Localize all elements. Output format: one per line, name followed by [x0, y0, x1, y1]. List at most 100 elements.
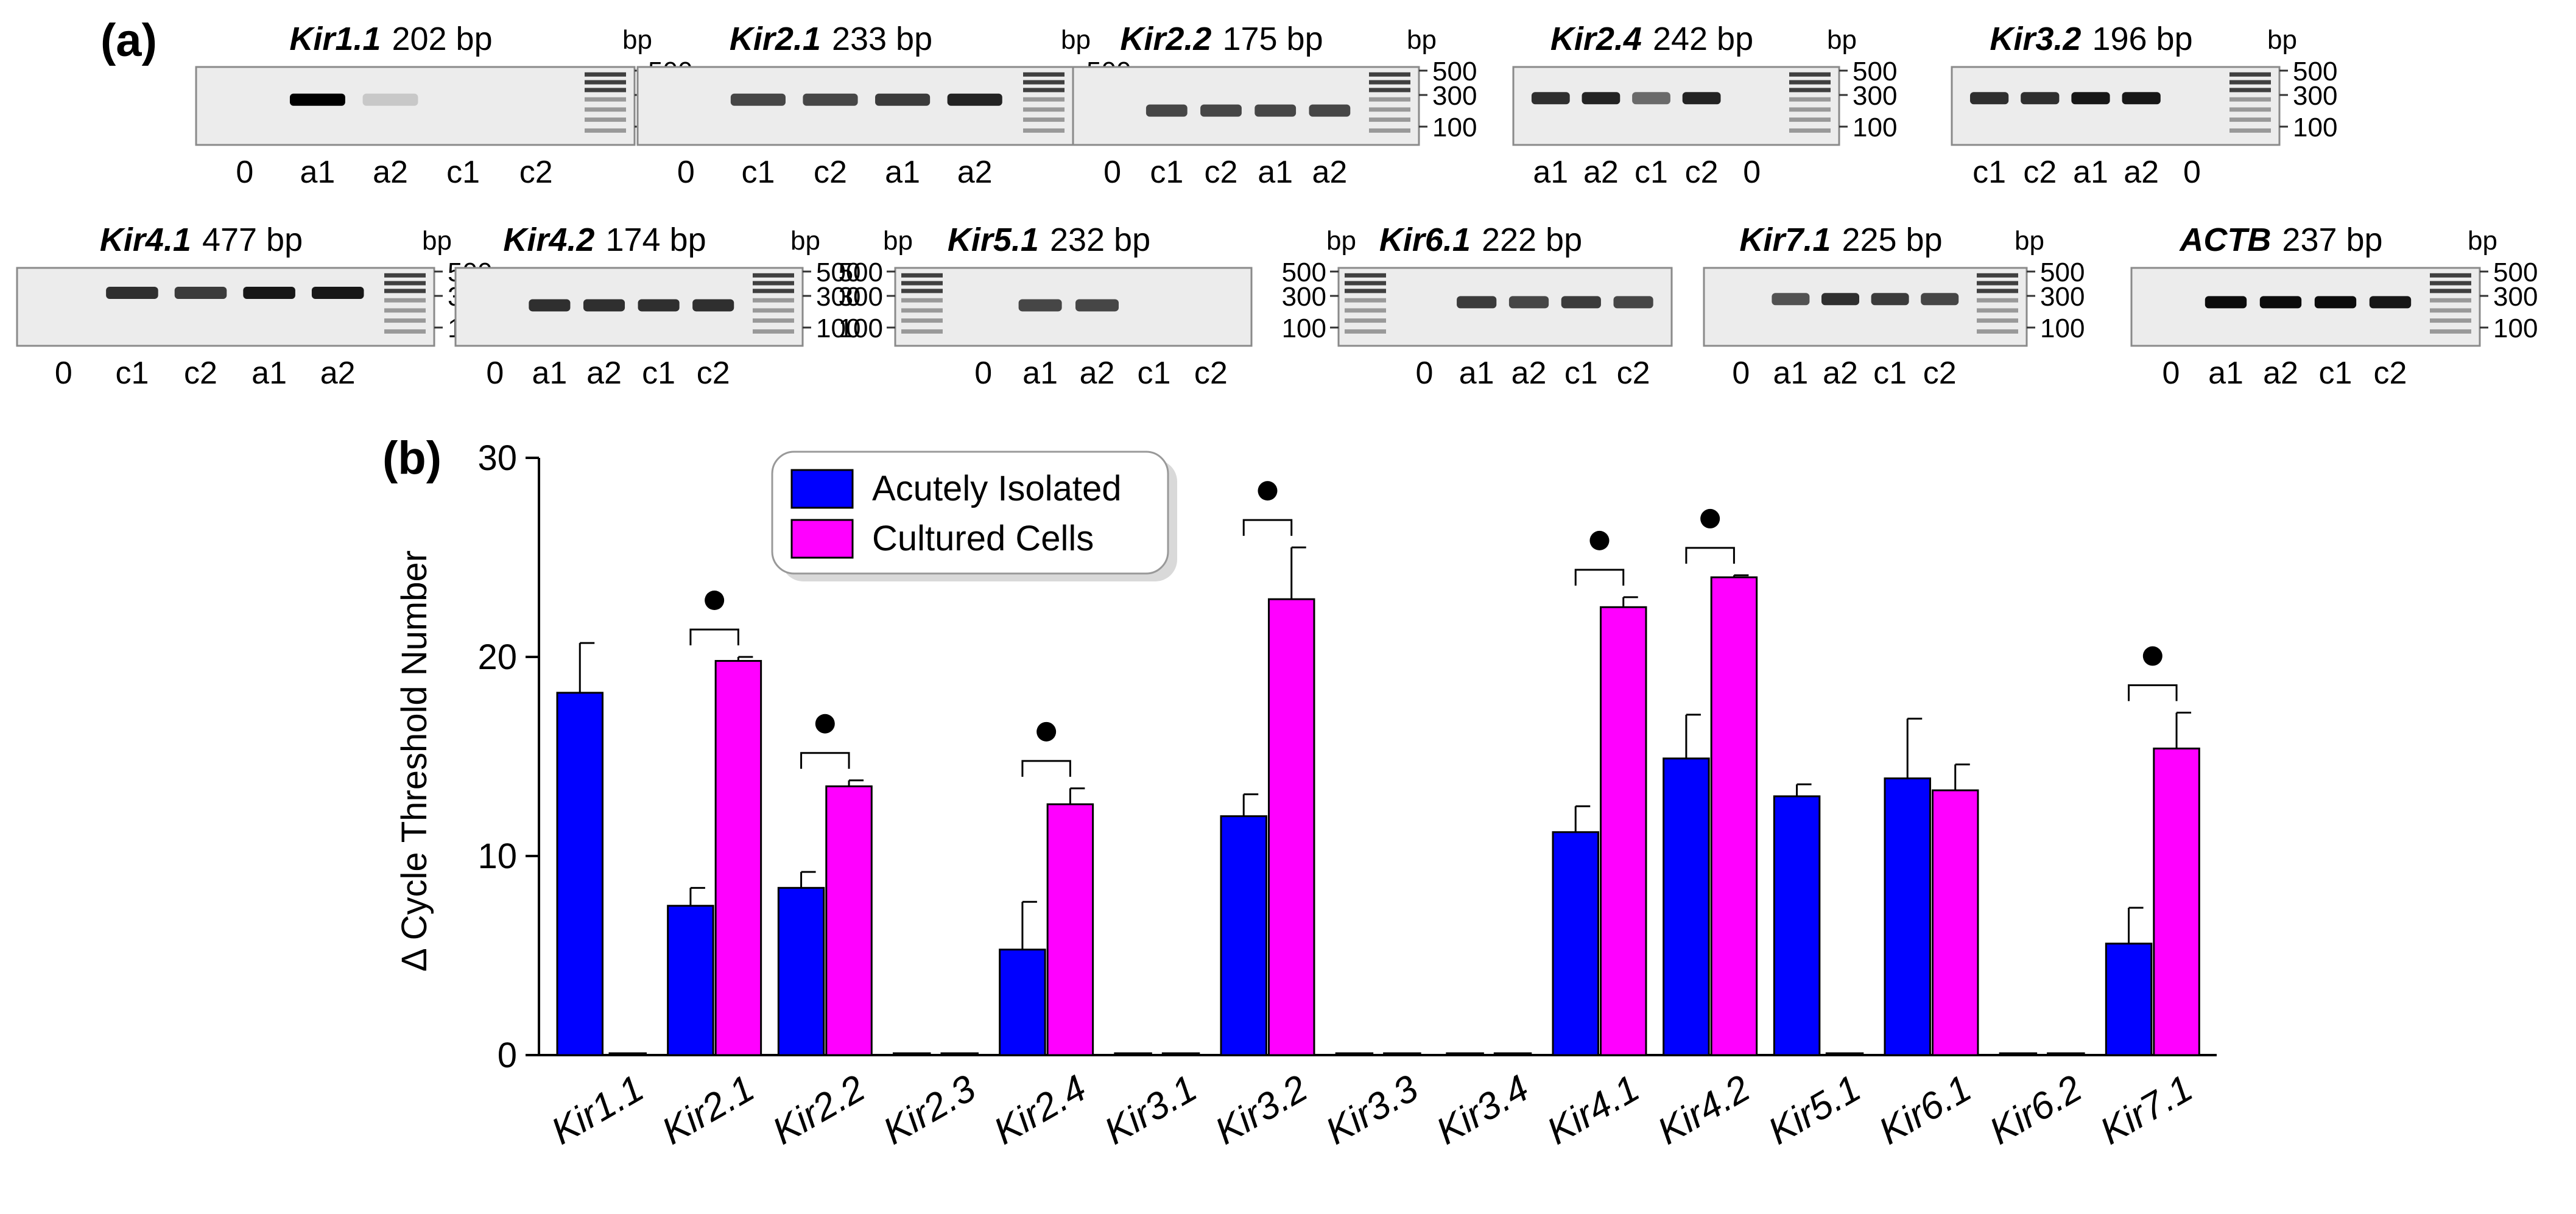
significance-dot	[2142, 646, 2163, 666]
bar-acutely-isolated	[777, 886, 825, 1056]
ladder-band	[1023, 128, 1065, 133]
gel-band	[362, 93, 418, 106]
category-kir3-3: Kir3.3	[1319, 1052, 1425, 1153]
gel-image	[454, 267, 804, 347]
lane-label: 0	[1743, 155, 1761, 190]
lane-label: a2	[373, 155, 408, 190]
ladder-band	[901, 298, 943, 303]
amplicon-size: 222 bp	[1482, 222, 1582, 258]
gel-band	[2314, 296, 2357, 309]
ladder-band	[384, 308, 426, 313]
bar-cultured-cells	[1931, 789, 1979, 1056]
lane-label: 0	[1103, 155, 1121, 190]
gene-name: Kir4.1	[100, 222, 191, 258]
gel-title: Kir5.1 232 bp	[948, 222, 1150, 258]
bar-cultured-cells	[825, 785, 873, 1056]
ladder-band	[1789, 107, 1831, 112]
gel-band	[2122, 92, 2161, 105]
ladder-band	[1369, 72, 1410, 77]
gel-band	[1871, 293, 1909, 306]
ladder-band	[1023, 97, 1065, 102]
category-label: Kir3.2	[1208, 1067, 1315, 1153]
lane-label: a1	[885, 155, 920, 190]
lane-label: c1	[2319, 356, 2353, 391]
gel-band	[803, 93, 858, 106]
bar-acutely-isolated	[2105, 942, 2153, 1056]
gel-band	[1531, 92, 1570, 105]
lane-label: a2	[1511, 356, 1547, 391]
legend: Acutely Isolated Cultured Cells	[771, 451, 1177, 581]
gel-image	[636, 66, 1074, 146]
ladder-band	[1789, 80, 1831, 85]
gel-band	[2259, 296, 2302, 309]
lane-label: 0	[1732, 356, 1750, 391]
bar-acutely-isolated	[1663, 757, 1710, 1056]
significance-dot	[1700, 508, 1720, 528]
ladder-band	[585, 128, 626, 133]
ladder-band	[1369, 80, 1410, 85]
category-label: Kir4.2	[1651, 1067, 1758, 1153]
bp-unit: bp	[1407, 25, 1437, 55]
ladder-band	[1345, 289, 1386, 293]
lane-label: c1	[1564, 356, 1598, 391]
bar-acutely-isolated	[1552, 831, 1599, 1056]
lane-label: c2	[1617, 356, 1650, 391]
significance-bracket	[1242, 519, 1293, 536]
ladder-band	[585, 80, 626, 85]
lane-label: c2	[697, 356, 730, 391]
category-kir2-1: Kir2.1	[655, 591, 762, 1153]
ladder-band	[384, 289, 426, 293]
lane-label: a2	[957, 155, 993, 190]
bar-acutely-isolated	[1220, 815, 1267, 1056]
lane-label: a2	[2124, 155, 2159, 190]
lane-label: a1	[300, 155, 335, 190]
ladder-band	[1345, 308, 1386, 313]
ladder-band	[1789, 128, 1831, 133]
legend-label: Cultured Cells	[872, 519, 1094, 558]
ladder-band	[1977, 273, 2018, 278]
gene-name: Kir7.1	[1739, 222, 1831, 258]
gene-name: Kir6.1	[1379, 222, 1471, 258]
ladder-band	[1369, 128, 1410, 133]
gene-name: ACTB	[2178, 222, 2271, 258]
category-kir7-1: Kir7.1	[2093, 646, 2200, 1153]
lane-label: c2	[814, 155, 847, 190]
ladder-band	[585, 97, 626, 102]
ladder-band	[2229, 118, 2271, 122]
category-label: Kir6.1	[1872, 1067, 1979, 1153]
ladder-band	[1023, 80, 1065, 85]
lane-label: a1	[532, 356, 567, 391]
ladder-band	[1023, 118, 1065, 122]
ladder-band	[1789, 88, 1831, 93]
lane-label: a2	[1080, 356, 1115, 391]
ladder-band	[901, 308, 943, 313]
bp-tick-label: 300	[2040, 282, 2085, 312]
bp-unit: bp	[622, 25, 652, 55]
lane-label: a2	[320, 356, 356, 391]
lane-label: c1	[1972, 155, 2006, 190]
significance-dot	[815, 714, 835, 734]
y-tick-label: 20	[477, 637, 517, 677]
ladder-band	[753, 273, 794, 278]
bp-tick-label: 500	[1282, 258, 1326, 287]
amplicon-size: 477 bp	[202, 222, 303, 258]
ladder-band	[901, 281, 943, 286]
bp-tick-label: 500	[2293, 57, 2337, 86]
ladder-band	[1023, 72, 1065, 77]
bar-acutely-isolated	[999, 949, 1046, 1056]
gene-name: Kir2.2	[1120, 21, 1211, 57]
ladder-band	[2229, 107, 2271, 112]
significance-bracket	[1021, 760, 1071, 777]
bp-tick-label: 100	[1432, 113, 1477, 142]
category-kir1-1: Kir1.1	[544, 642, 651, 1153]
legend-swatch	[790, 469, 854, 509]
ladder-band	[1023, 88, 1065, 93]
gel-image	[1072, 66, 1420, 146]
gel-image	[2130, 267, 2481, 347]
ladder-band	[2229, 72, 2271, 77]
lane-label: c2	[1685, 155, 1719, 190]
significance-bracket	[1574, 569, 1625, 586]
